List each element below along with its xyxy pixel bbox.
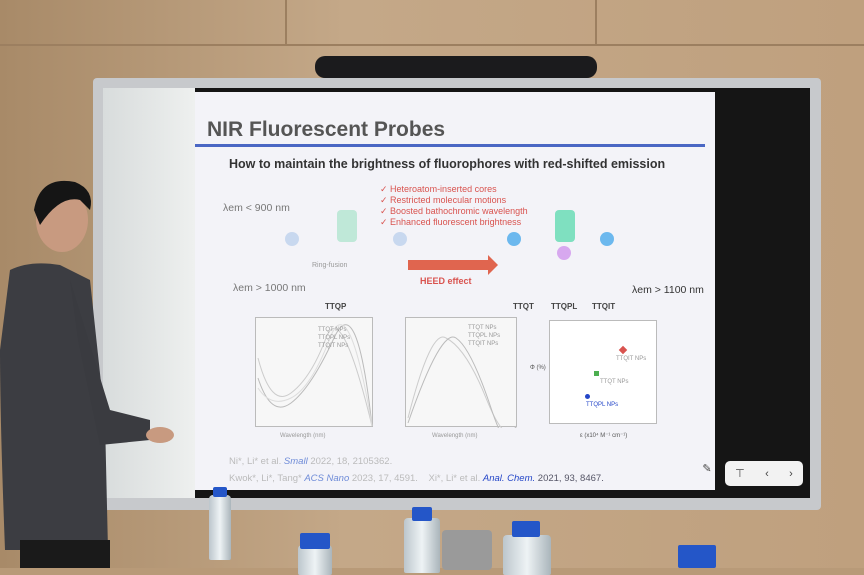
x-axis-label: ε (x10⁴ M⁻¹ cm⁻¹): [580, 433, 628, 439]
bottle-cap: [300, 533, 330, 549]
ref-journal: ACS Nano: [304, 473, 350, 484]
point-ttqpl: [585, 394, 590, 399]
pen-icon[interactable]: ✎: [702, 463, 712, 475]
absorbance-curves: [257, 324, 373, 427]
legend: TTQT NPs TTQPL NPs TTQIT NPs: [468, 324, 500, 348]
ref-authors: Kwok*, Li*, Tang*: [229, 473, 302, 484]
presenter: [0, 180, 174, 568]
soundbar: [315, 56, 597, 78]
x-axis-label: Wavelength (nm): [280, 433, 326, 439]
molecule-ring: [507, 232, 521, 246]
check-item: ✓ Enhanced fluorescent brightness: [380, 217, 522, 227]
ref-journal: Small: [283, 456, 308, 467]
ring-fusion-label: Ring-fusion: [312, 262, 348, 269]
screen-toolbar: ⊤ ‹ ›: [725, 461, 803, 486]
fl-curves: [407, 336, 517, 444]
scatter-plot: TTQIT NPs TTQT NPs TTQPL NPs: [549, 320, 657, 424]
molecule-label: TTQT: [513, 302, 534, 311]
water-bottle: [404, 518, 440, 573]
molecule-label: TTQP: [325, 302, 347, 311]
reference: Ni*, Li* et al. Small 2022, 18, 2105362.: [229, 456, 392, 467]
bottle-cap: [412, 507, 432, 521]
legend-entry: TTQIT NPs: [318, 343, 349, 349]
molecule-label: TTQIT: [592, 302, 616, 311]
point-ttqit: [618, 345, 628, 355]
absorbance-plot: TTQT NPs TTQPL NPs TTQIT NPs: [255, 317, 373, 427]
point-label: TTQPL NPs: [586, 402, 619, 408]
prev-icon[interactable]: ‹: [765, 467, 769, 480]
bottle-cap: [678, 545, 716, 568]
ref-authors: Ni*, Li* et al.: [229, 456, 282, 467]
arrow: [408, 255, 498, 275]
x-axis-label: Wavelength (nm): [432, 433, 478, 439]
bottle-cap: [213, 487, 227, 497]
ref-journal: Anal. Chem.: [482, 473, 536, 484]
check-item: ✓ Boosted bathochromic wavelength: [380, 206, 528, 216]
slide-title: NIR Fluorescent Probes: [207, 118, 446, 141]
molecule-label: TTQPL: [551, 302, 578, 311]
lambda-label: λem > 1000 nm: [233, 282, 306, 294]
wall-seam: [0, 44, 864, 46]
bottle-cap: [512, 521, 540, 537]
legend-entry: TTQIT NPs: [468, 341, 499, 347]
slide-subtitle: How to maintain the brightness of fluoro…: [229, 157, 666, 171]
molecule-ring: [285, 232, 299, 246]
heed-label: HEED effect: [420, 276, 472, 286]
legend-entry: TTQT NPs: [468, 325, 497, 331]
presentation-slide: NIR Fluorescent Probes How to maintain t…: [195, 92, 715, 490]
check-item: ✓ Restricted molecular motions: [380, 195, 507, 205]
water-bottle: [209, 495, 231, 560]
fl-plot: TTQT NPs TTQPL NPs TTQIT NPs: [405, 317, 517, 444]
point-label: TTQT NPs: [600, 379, 629, 385]
lambda-label: λem > 1100 nm: [632, 284, 704, 296]
wall-seam: [285, 0, 287, 44]
point-label: TTQIT NPs: [616, 356, 647, 362]
molecule-core: [555, 210, 575, 242]
molecule-ring: [600, 232, 614, 246]
pin-icon[interactable]: ⊤: [735, 468, 745, 480]
legend-entry: TTQT NPs: [318, 327, 347, 333]
molecule-core: [337, 210, 357, 242]
legend-entry: TTQPL NPs: [468, 333, 501, 339]
checklist: ✓ Heteroatom-inserted cores ✓ Restricted…: [380, 184, 528, 228]
next-icon[interactable]: ›: [789, 467, 793, 480]
molecule-ring: [393, 232, 407, 246]
water-bottle: [298, 545, 332, 575]
conference-phone: [442, 530, 492, 570]
ref-authors: Xi*, Li* et al.: [428, 473, 481, 484]
legend: TTQT NPs TTQPL NPs TTQIT NPs: [318, 326, 350, 350]
title-rule: [195, 144, 705, 147]
ref-details: 2022, 18, 2105362.: [310, 456, 393, 467]
point-ttqt: [594, 371, 599, 376]
check-item: ✓ Heteroatom-inserted cores: [380, 184, 497, 194]
ref-details: 2023, 17, 4591.: [351, 473, 418, 484]
water-bottle: [503, 535, 551, 575]
molecule-ring: [557, 246, 571, 260]
reference: Kwok*, Li*, Tang* ACS Nano 2023, 17, 459…: [229, 473, 604, 484]
y-axis-label: Φ (%): [530, 365, 546, 371]
wall-seam: [595, 0, 597, 44]
ref-details: 2021, 93, 8467.: [537, 473, 604, 484]
lambda-label: λem < 900 nm: [223, 202, 290, 214]
legend-entry: TTQPL NPs: [318, 335, 351, 341]
